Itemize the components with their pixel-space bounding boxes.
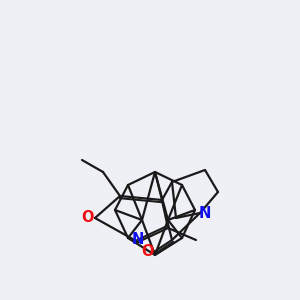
- Text: N: N: [199, 206, 211, 220]
- Text: O: O: [141, 244, 153, 260]
- Text: N: N: [132, 232, 144, 247]
- Text: O: O: [82, 211, 94, 226]
